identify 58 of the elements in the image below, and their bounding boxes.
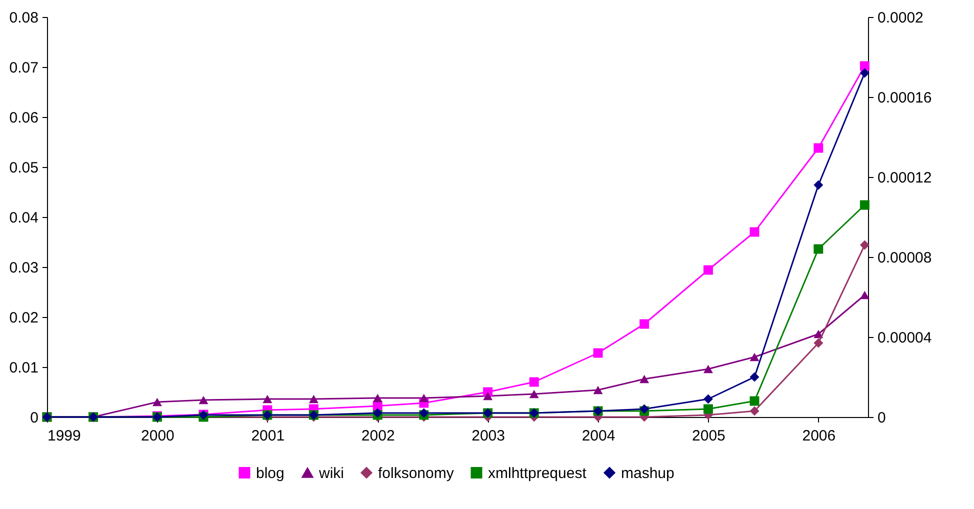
y-tick-label: 0.08	[9, 10, 38, 26]
x-tick-label: 2001	[251, 428, 285, 444]
y-tick-label: 0.06	[9, 110, 38, 126]
point	[814, 143, 824, 153]
y-tick-label: 0.04	[9, 210, 38, 226]
point	[860, 68, 870, 78]
point	[529, 390, 539, 398]
x-tick-label: 1999	[48, 428, 81, 444]
point	[860, 200, 870, 210]
y-tick-label: 0.07	[9, 60, 38, 76]
legend-label: xmlhttprequest	[488, 464, 588, 482]
x-tick-label: 2004	[582, 428, 616, 444]
y2-tick-label: 0.00016	[878, 90, 932, 106]
y-tick-label: 0.01	[9, 360, 38, 376]
point	[750, 406, 760, 416]
point	[593, 348, 603, 358]
legend-label: wiki	[318, 464, 344, 482]
point	[419, 394, 429, 402]
point	[198, 396, 208, 404]
point	[703, 265, 713, 275]
x-tick-label: 2003	[472, 428, 505, 444]
x-tick-label: 2002	[361, 428, 395, 444]
x-tick-label: 2006	[802, 428, 836, 444]
point	[703, 364, 713, 374]
y-tick-label: 0.05	[9, 160, 38, 176]
x-tick-label: 2000	[141, 428, 174, 444]
point	[814, 180, 824, 190]
point	[750, 372, 760, 382]
point	[262, 394, 272, 404]
y2-tick-label: 0.00008	[878, 250, 932, 266]
point	[703, 404, 713, 414]
point	[593, 386, 603, 394]
legend-label: mashup	[621, 464, 674, 482]
point	[860, 290, 870, 300]
y-tick-label: 0.02	[9, 310, 38, 326]
point	[640, 374, 650, 384]
point	[860, 240, 870, 250]
point	[372, 394, 382, 402]
point	[152, 398, 162, 406]
point	[483, 392, 493, 400]
y2-tick-label: 0.0002	[878, 10, 924, 26]
point	[750, 227, 760, 237]
point	[529, 377, 539, 387]
x-tick-label: 2005	[692, 428, 726, 444]
y-tick-label: 0.03	[9, 260, 38, 276]
point	[814, 244, 824, 254]
y2-tick-label: 0	[878, 410, 886, 426]
point	[703, 394, 713, 404]
point	[750, 396, 760, 406]
point	[814, 338, 824, 348]
y2-tick-label: 0.00004	[878, 330, 932, 346]
point	[308, 394, 318, 404]
legend-label: folksonomy	[378, 464, 454, 482]
point	[640, 319, 650, 329]
legend-label: blog	[256, 464, 284, 482]
y2-tick-label: 0.00012	[878, 170, 932, 186]
y-tick-label: 0	[30, 410, 38, 426]
point	[750, 352, 760, 362]
